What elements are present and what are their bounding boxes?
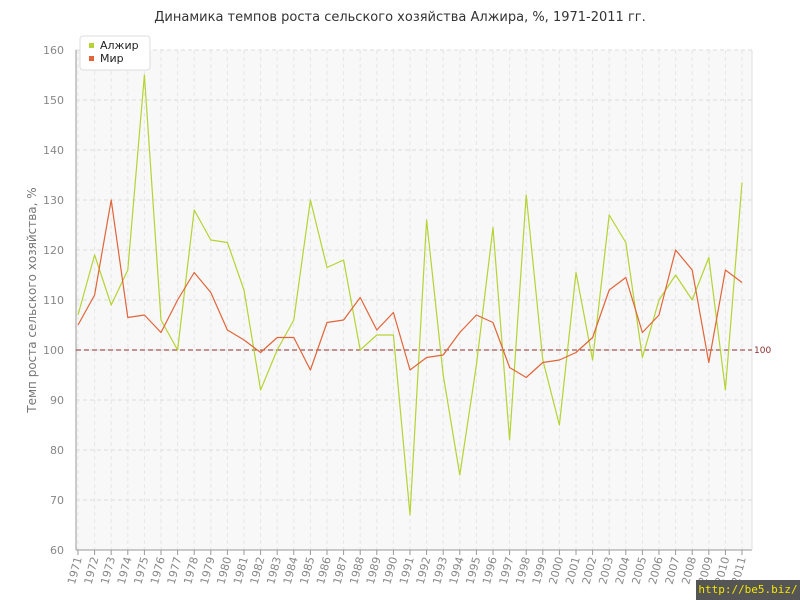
y-tick-label: 130 [43, 194, 64, 207]
y-axis-label: Темп роста сельского хозяйства, % [25, 187, 39, 413]
y-tick-label: 160 [43, 44, 64, 57]
legend-marker [89, 43, 94, 48]
y-tick-label: 120 [43, 244, 64, 257]
x-tick-labels: 1971197219731974197519761977197819791980… [65, 555, 749, 585]
y-tick-label: 140 [43, 144, 64, 157]
legend-label: Мир [100, 52, 124, 65]
series-line-world [77, 199, 743, 379]
legend-marker [89, 56, 94, 61]
legend-box [79, 35, 151, 71]
reference-line-group: 100 [76, 346, 771, 356]
y-tick-labels: 60 70 80 90 100 110 120 130 140 150 160 [43, 44, 64, 557]
y-tick-label: 80 [50, 444, 64, 457]
grid [76, 49, 752, 550]
y-tick-label: 110 [43, 294, 64, 307]
y-tick-label: 150 [43, 94, 64, 107]
watermark-link[interactable]: http://be5.biz/ [696, 580, 800, 600]
y-tick-label: 70 [50, 494, 64, 507]
chart-title: Динамика темпов роста сельского хозяйств… [154, 10, 646, 25]
reference-line-label: 100 [754, 346, 771, 356]
series-line-algeria [77, 74, 743, 516]
series-lines [77, 74, 743, 516]
y-tick-label: 90 [50, 394, 64, 407]
y-tick-label: 100 [43, 344, 64, 357]
axes [75, 50, 753, 555]
y-tick-label: 60 [50, 544, 64, 557]
legend-label: Алжир [100, 39, 139, 52]
